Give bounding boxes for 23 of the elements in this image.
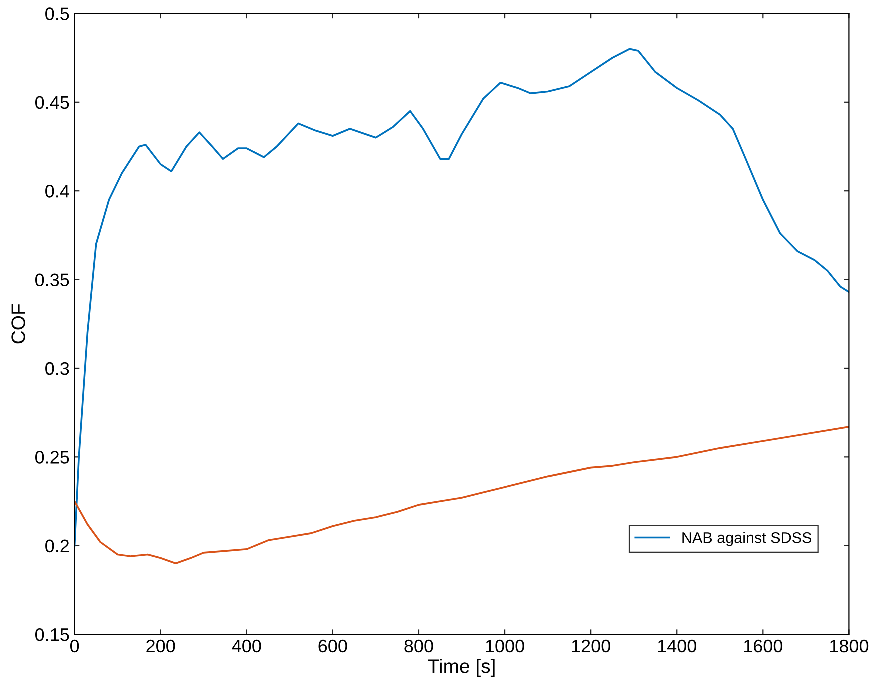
x-tick-label: 400	[232, 640, 262, 653]
y-tick-label: 0.25	[36, 451, 70, 464]
x-axis-title: Time [s]	[428, 659, 495, 678]
x-tick-label: 1400	[658, 640, 696, 653]
x-tick-label: 1000	[486, 640, 524, 653]
x-tick-label: 800	[404, 640, 434, 653]
line-series	[74, 426, 850, 565]
y-tick-label: 0.5	[46, 8, 70, 20]
y-tick-label: 0.45	[36, 96, 70, 110]
x-tick-label: 200	[146, 640, 176, 653]
x-tick-label: 0	[70, 640, 80, 653]
x-tick-label: 600	[318, 640, 348, 653]
line-series	[74, 48, 850, 547]
x-tick-label: 1800	[830, 640, 869, 653]
x-tick-label: 1200	[572, 640, 610, 653]
y-tick-label: 0.15	[36, 628, 70, 642]
legend-label: NAB against SDSS	[682, 532, 812, 546]
y-tick-label: 0.4	[46, 185, 70, 198]
x-tick-label: 1600	[744, 640, 783, 653]
y-axis-title: COF	[12, 304, 26, 344]
y-tick-label: 0.2	[46, 540, 70, 553]
y-tick-label: 0.3	[46, 362, 70, 376]
y-tick-label: 0.35	[36, 274, 70, 287]
